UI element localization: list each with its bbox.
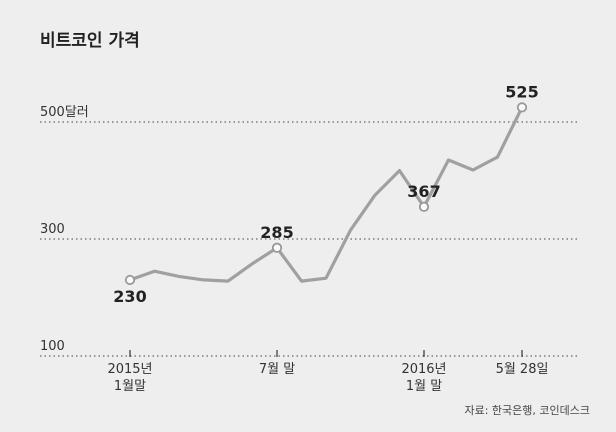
data-point-marker [516, 102, 528, 113]
y-tick-label: 100 [40, 339, 65, 354]
chart-title: 비트코인 가격 [40, 31, 140, 51]
data-label: 525 [505, 82, 538, 101]
data-point-marker [271, 242, 283, 253]
data-point-marker [124, 274, 136, 286]
x-tick-label: 7월 말 [259, 362, 295, 377]
x-axis-labels: 2015년 1월말 7월 말 2016년 1월 말 5월 28일 [107, 350, 548, 394]
y-tick-label: 300 [40, 222, 65, 237]
x-tick-label: 2015년 [107, 362, 152, 377]
data-label: 367 [407, 182, 440, 201]
data-labels: 230 285 367 525 [113, 82, 538, 306]
data-label: 230 [113, 287, 146, 306]
data-point-marker [418, 201, 430, 212]
y-axis-labels: 500달러 300 100 [40, 105, 89, 354]
x-tick-label: 5월 28일 [496, 362, 549, 377]
y-tick-label: 500달러 [40, 105, 89, 120]
price-line [128, 105, 524, 283]
x-tick-label: 1월 말 [406, 379, 442, 394]
source-note: 자료: 한국은행, 코인데스크 [464, 404, 590, 417]
price-series [128, 105, 524, 283]
data-label: 285 [260, 223, 293, 242]
x-tick-label: 1월말 [114, 379, 146, 394]
x-tick-label: 2016년 [401, 362, 446, 377]
